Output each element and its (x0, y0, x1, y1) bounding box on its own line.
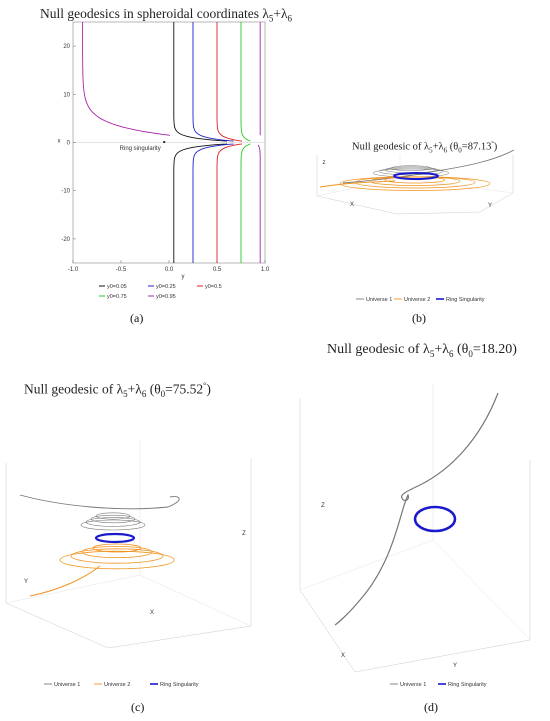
legend-label-1: y0=0.25 (156, 284, 176, 290)
series-line-4 (82, 22, 171, 136)
panel-c-title: Null geodesic of λ5+λ6 (θ0=75.52°) (24, 381, 211, 400)
legend-b-label-2: Ring Singularity (446, 297, 485, 303)
box-edges (299, 398, 531, 673)
legend-label-3: y0=0.75 (107, 294, 127, 300)
box-edges (5, 458, 252, 649)
z-axis-label: Z (321, 503, 325, 509)
x-axis-label: X (150, 610, 154, 616)
series-line-2-lower (216, 143, 243, 263)
y-axis-label: x (58, 139, 61, 145)
ring-singularity (393, 172, 439, 180)
ring-singularity (413, 505, 457, 533)
universe1-spiral (390, 165, 432, 171)
universe2-spiral (339, 176, 491, 191)
panel-a-label: (a) (130, 311, 144, 325)
z-axis-label: Z (242, 531, 246, 537)
y-tick-label: 10 (63, 92, 70, 98)
series-line-0-lower (173, 143, 228, 263)
legend-b-label-0: Universe 1 (366, 297, 392, 303)
x-tick-label: 0.5 (213, 267, 222, 273)
x-tick-label: 1.0 (261, 267, 270, 273)
y-axis-label: Y (488, 203, 492, 209)
universe2-spiral (81, 546, 153, 559)
ring-singularity-label: Ring singularity (120, 146, 161, 152)
legend-label-2: y0=0.5 (205, 284, 222, 290)
universe2-curve (29, 565, 101, 597)
ring-singularity-marker (163, 140, 166, 144)
legend-c-label-1: Universe 2 (104, 682, 130, 688)
panel-b-label: (b) (412, 311, 426, 325)
x-tick-label: -0.5 (116, 267, 127, 273)
universe2-curve (319, 180, 396, 188)
panel-a-title: Null geodesics in spheroidal coordinates… (40, 6, 293, 24)
x-tick-label: 0.0 (165, 267, 174, 273)
legend-label-0: y0=0.05 (107, 284, 127, 290)
panel-d-title: Null geodesic of λ5+λ6 (θ0=18.20) (327, 342, 517, 359)
z-axis-label: z (323, 160, 326, 166)
x-axis-label: X (350, 202, 354, 208)
legend-c-label-0: Universe 1 (54, 682, 80, 688)
universe1-spiral (80, 519, 146, 531)
panel-d-label: (d) (424, 700, 438, 714)
y-tick-label: 20 (63, 44, 70, 50)
legend-d-label-1: Ring Singularity (448, 682, 487, 688)
series-line-0 (173, 22, 228, 142)
y-tick-label: 0 (67, 141, 71, 147)
universe1-curve (334, 392, 499, 626)
legend-b-label-1: Universe 2 (404, 297, 430, 303)
ring-singularity (94, 532, 136, 544)
legend-label-4: y0=0.95 (156, 294, 176, 300)
legend-d-label-0: Universe 1 (400, 682, 426, 688)
y-axis-label: Y (24, 579, 28, 585)
series-line-3 (240, 22, 251, 142)
y-tick-label: -10 (61, 189, 70, 195)
universe1-spiral (85, 517, 141, 527)
series-line-1-lower (192, 143, 234, 263)
series-line-1 (192, 22, 234, 142)
y-axis-label: Y (453, 663, 457, 669)
universe2-spiral (70, 548, 164, 564)
universe1-spiral (90, 514, 136, 524)
panel-c-label: (c) (131, 700, 145, 714)
box-inner-edges (5, 440, 252, 627)
universe1-spiral (378, 167, 444, 176)
box-inner-edges (299, 383, 531, 641)
series-line-4-lower (257, 144, 261, 263)
x-tick-label: -1.0 (68, 267, 79, 273)
box-edges (316, 155, 514, 215)
series-line-3-lower (240, 143, 251, 263)
series-line-2 (216, 22, 243, 142)
x-axis-label: X (341, 653, 345, 659)
y-tick-label: -20 (61, 237, 70, 243)
universe1-curve (19, 494, 180, 510)
universe1-spiral (95, 512, 131, 520)
legend-c-label-2: Ring Singularity (160, 682, 199, 688)
panel-b-title: Null geodesic of λ5+λ6 (θ0=87.13°) (352, 141, 498, 155)
universe2-spiral (59, 550, 175, 570)
x-axis-label: y (182, 274, 185, 280)
